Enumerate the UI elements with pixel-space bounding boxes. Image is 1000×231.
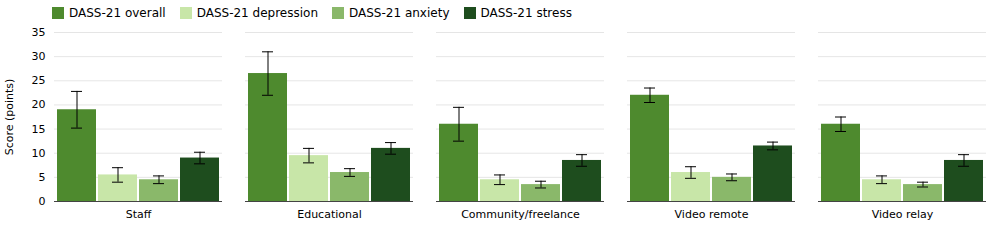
svg-text:10: 10 (32, 147, 46, 160)
html-text:DASS-21 overall: DASS-21 overall (69, 6, 166, 20)
html-text:DASS-21 anxiety: DASS-21 anxiety (349, 6, 450, 20)
html-text:DASS-21 depression: DASS-21 depression (196, 6, 318, 20)
svg-text:Score (points): Score (points) (3, 79, 16, 156)
svg-text:Staff: Staff (126, 208, 152, 221)
svg-text:15: 15 (32, 123, 46, 136)
html-text:DASS-21 stress: DASS-21 stress (480, 6, 572, 20)
svg-text:25: 25 (32, 74, 46, 87)
svg-text:0: 0 (39, 195, 46, 208)
svg-text:20: 20 (32, 98, 46, 111)
svg-text:5: 5 (39, 171, 46, 184)
svg-text:30: 30 (32, 50, 46, 63)
svg-text:Educational: Educational (297, 208, 362, 221)
svg-text:Community/freelance: Community/freelance (461, 208, 580, 221)
svg-text:Video remote: Video remote (675, 208, 749, 221)
svg-text:Video relay: Video relay (872, 208, 934, 221)
svg-text:35: 35 (32, 26, 46, 39)
